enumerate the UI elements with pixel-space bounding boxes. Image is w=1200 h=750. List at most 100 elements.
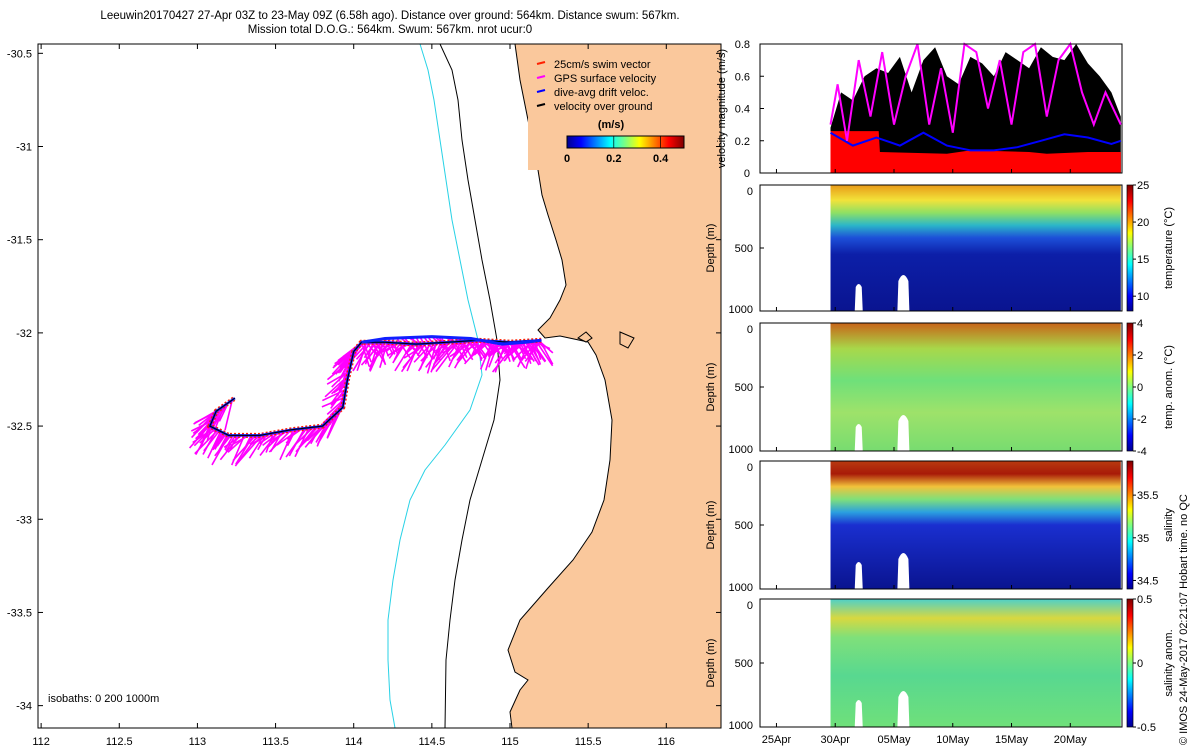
time-series-panels: 0 0.2 0.4 0.6 0.8 velocity magnitude (m/s) 0 50…: [705, 39, 1175, 746]
legend-swatch: [536, 61, 546, 65]
gps-vector: [530, 341, 542, 365]
map-legend[interactable]: 25cm/s swim vector GPS surface velocity di…: [528, 56, 686, 170]
gps-vector: [364, 341, 379, 357]
salinity-y-tick-label: 1000: [729, 582, 753, 594]
map-frame: [37, 43, 722, 729]
gps-vector: [432, 342, 442, 360]
temperature-y-label: Depth (m): [705, 224, 717, 273]
temperature-colorbar: [1126, 184, 1134, 312]
gps-vector: [379, 342, 388, 368]
map-y-tick-label: -30.5: [7, 48, 32, 60]
gps-vector: [526, 341, 537, 362]
gps-vector: [480, 339, 493, 356]
map-x-tick-label: 112.5: [106, 736, 133, 748]
gps-vector: [426, 342, 438, 374]
panel-temperature-anomaly: 0 500 1000 Depth (m) 4 2 0 -2 -4 temp. anom. (°C): [705, 318, 1175, 458]
temperature-field[interactable]: [830, 185, 1121, 311]
gps-vector: [535, 340, 554, 367]
header-line-2: Mission total D.O.G.: 564km. Swum: 567km…: [247, 24, 533, 36]
velocity-y-tick-label: 0.6: [735, 71, 750, 83]
temperature-y-tick-label: 0: [747, 186, 753, 198]
panel-temperature: 0 500 1000 Depth (m) 25 20 15 10 temperature (°C…: [705, 180, 1175, 316]
isobath-1000m[interactable]: [387, 43, 483, 729]
gps-vector: [423, 336, 442, 361]
temperature-colorbar-tick-label: 20: [1137, 217, 1149, 229]
temperature-y-tick-label: 1000: [729, 304, 753, 316]
gps-vector: [288, 427, 306, 457]
legend-label: GPS surface velocity: [554, 73, 657, 85]
temperature-anomaly-y-label: Depth (m): [705, 363, 717, 412]
salinity-data-gap: [897, 553, 910, 589]
temperature-data-gap: [854, 284, 863, 311]
gps-vector: [286, 428, 297, 447]
legend-label: dive-avg drift veloc.: [554, 87, 649, 99]
map-x-tick-label: 113: [189, 736, 207, 748]
gps-vector: [405, 343, 417, 355]
velocity-series-3[interactable]: [829, 41, 1122, 141]
gps-vector: [415, 336, 428, 359]
gps-vector: [517, 342, 527, 360]
gps-vector: [396, 337, 411, 359]
legend-box: [528, 56, 686, 170]
gps-vector: [376, 339, 387, 366]
gps-vector: [440, 336, 451, 362]
velocity-y-label: velocity magnitude (m/s): [716, 49, 728, 168]
colorbar-title: (m/s): [598, 119, 625, 131]
temperature-anomaly-y-tick-label: 1000: [729, 444, 753, 456]
map-y-tick-label: -33: [16, 514, 32, 526]
panel-frame: [759, 322, 1123, 452]
isobath-200m[interactable]: [439, 43, 501, 729]
gps-vector: [511, 342, 523, 360]
gps-vector: [334, 350, 355, 365]
salinity-colorbar-tick-label: 35: [1137, 533, 1149, 545]
australia-coastline[interactable]: [507, 43, 722, 729]
temperature-colorbar-tick-label: 25: [1137, 180, 1149, 192]
gps-vector: [431, 341, 458, 370]
map-x-tick-label: 114: [345, 736, 363, 748]
map-y-tick-label: -32: [16, 328, 32, 340]
time-axis-labels: 25Apr 30Apr 05May 10May 15May 20May: [762, 734, 1088, 746]
velocity-series-1[interactable]: [830, 131, 1121, 173]
time-tick-label: 15May: [995, 734, 1029, 746]
gps-vector: [531, 340, 547, 362]
temperature-anomaly-y-tick-label: 0: [747, 324, 753, 336]
temperature-anomaly-field[interactable]: [830, 323, 1121, 451]
gps-vector: [360, 341, 370, 367]
map-x-tick-label: 116: [658, 736, 676, 748]
salinity-colorbar-label: salinity: [1163, 508, 1175, 542]
velocity-y-tick-label: 0: [744, 168, 750, 180]
gps-vector: [229, 435, 239, 450]
gps-vector: [234, 434, 259, 467]
time-tick-label: 10May: [936, 734, 970, 746]
gps-vector: [279, 429, 295, 461]
velocity-series-2[interactable]: [830, 131, 1122, 152]
temperature-colorbar-label: temperature (°C): [1163, 207, 1175, 289]
salinity-anomaly-y-tick-label: 0: [747, 600, 753, 612]
gps-vector: [533, 340, 542, 361]
legend-items: 25cm/s swim vector GPS surface velocity di…: [536, 59, 657, 113]
gps-vector: [212, 431, 223, 451]
legend-label: velocity over ground: [554, 101, 652, 113]
return-track[interactable]: [361, 335, 542, 346]
panel-salinity: 0 500 1000 Depth (m) 35.5 35 34.5 salinity: [705, 460, 1175, 594]
salinity-colorbar-tick-label: 34.5: [1137, 575, 1158, 587]
gps-vector: [316, 421, 328, 447]
gps-vector: [242, 435, 252, 452]
gps-vector: [310, 425, 321, 445]
salinity-anomaly-field[interactable]: [830, 599, 1121, 727]
map-y-tick-label: -31: [16, 142, 32, 154]
gps-vector: [475, 339, 483, 361]
gps-vector: [202, 429, 218, 455]
gps-vector: [257, 433, 268, 451]
gps-vector: [509, 343, 526, 369]
temperature-y-tick-label: 500: [735, 243, 753, 255]
gps-vector: [419, 342, 431, 370]
velocity-series-0[interactable]: [830, 44, 1121, 173]
salinity-anomaly-y-label: Depth (m): [705, 639, 717, 688]
ground-track[interactable]: [209, 339, 542, 436]
gps-vector: [362, 341, 372, 363]
map-y-tick-label: -33.5: [7, 607, 32, 619]
map-x-tick-label: 115: [501, 736, 519, 748]
gps-vector: [225, 434, 237, 452]
salinity-field[interactable]: [830, 461, 1121, 589]
